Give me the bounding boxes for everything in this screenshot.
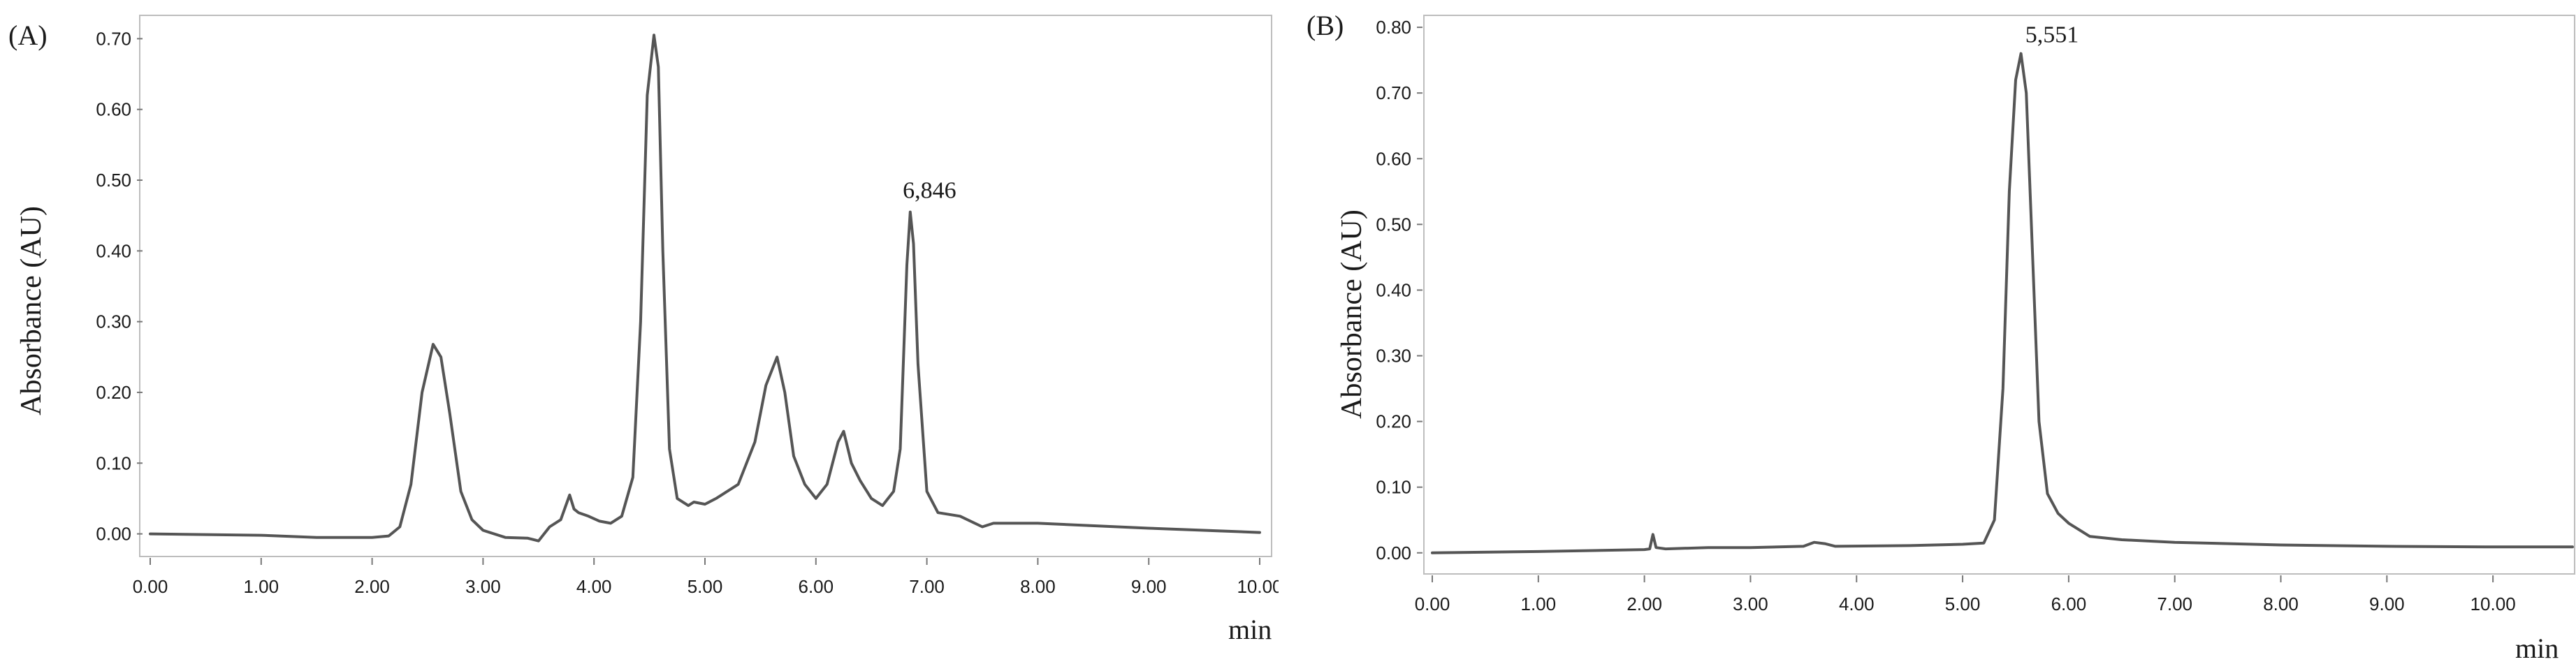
x-tick-label-a-5: 5.00: [687, 576, 723, 597]
x-tick-label-b-2: 2.00: [1627, 593, 1662, 614]
x-tick-label-b-5: 5.00: [1945, 593, 1981, 614]
x-tick-label-a-9: 9.00: [1131, 576, 1167, 597]
x-tick-label-b-0: 0.00: [1415, 593, 1450, 614]
y-tick-label-b-4: 0.40: [1376, 279, 1411, 300]
y-tick-label-a-0: 0.00: [96, 524, 131, 545]
x-ticks-a: 0.00 1.00 2.00 3.00 4.00 5.00 6.00 7.00 8.00 9.00…: [133, 558, 1279, 597]
x-tick-label-a-4: 4.00: [576, 576, 612, 597]
x-axis-label-b: min: [2515, 633, 2559, 664]
x-tick-label-a-10: 10.00: [1237, 576, 1279, 597]
y-tick-label-a-4: 0.40: [96, 240, 131, 261]
y-axis-label-a: Absorbance (AU): [15, 206, 48, 415]
y-tick-label-a-6: 0.60: [96, 99, 131, 120]
y-tick-label-b-7: 0.70: [1376, 82, 1411, 103]
x-tick-label-a-3: 3.00: [465, 576, 501, 597]
y-tick-label-b-0: 0.00: [1376, 543, 1411, 563]
x-axis-label-a: min: [1228, 614, 1272, 645]
y-tick-label-b-6: 0.60: [1376, 148, 1411, 169]
plot-area-b: 0.00 0.10 0.20 0.30 0.40 0.50 0.60 0.70 0.80 0.0…: [1376, 15, 2575, 614]
chromatogram-trace-a: [149, 34, 1261, 543]
y-axis-label-b: Absorbance (AU): [1336, 209, 1368, 419]
y-tick-label-a-7: 0.70: [96, 28, 131, 49]
x-ticks-b: 0.00 1.00 2.00 3.00 4.00 5.00 6.00 7.00 8.00 9.00…: [1415, 575, 2516, 614]
x-tick-label-b-7: 7.00: [2157, 593, 2192, 614]
y-tick-label-a-3: 0.30: [96, 311, 131, 332]
chart-panel-a: (A) Absorbance (AU) 0.00 0.10 0.20 0.30 0.40…: [8, 15, 1279, 645]
annotations-b: 5,551: [2025, 22, 2079, 48]
chromatogram-trace-b: [1431, 52, 2574, 554]
x-tick-label-b-3: 3.00: [1733, 593, 1768, 614]
plot-area-a: 0.00 0.10 0.20 0.30 0.40 0.50 0.60 0.70 0.00 1.0…: [96, 15, 1279, 597]
x-tick-label-a-8: 8.00: [1020, 576, 1056, 597]
x-tick-label-a-7: 7.00: [909, 576, 945, 597]
y-tick-label-a-2: 0.20: [96, 382, 131, 403]
x-tick-label-b-10: 10.00: [2471, 593, 2516, 614]
x-tick-label-b-1: 1.00: [1521, 593, 1557, 614]
y-ticks-a: 0.00 0.10 0.20 0.30 0.40 0.50 0.60 0.70: [96, 28, 143, 545]
plot-frame-a: [139, 15, 1272, 557]
panel-label-b: (B): [1307, 10, 1344, 41]
y-ticks-b: 0.00 0.10 0.20 0.30 0.40 0.50 0.60 0.70 0.80: [1376, 17, 1422, 563]
x-tick-label-b-6: 6.00: [2051, 593, 2087, 614]
x-tick-label-a-0: 0.00: [133, 576, 168, 597]
peak-annotation-a-0: 6,846: [903, 178, 956, 204]
peak-annotation-b-0: 5,551: [2025, 22, 2079, 48]
annotations-a: 6,846: [903, 178, 956, 204]
y-tick-label-b-8: 0.80: [1376, 17, 1411, 38]
y-tick-label-a-1: 0.10: [96, 452, 131, 473]
x-tick-label-b-4: 4.00: [1839, 593, 1875, 614]
panel-label-a: (A): [8, 20, 48, 51]
y-tick-label-b-1: 0.10: [1376, 477, 1411, 498]
x-tick-label-a-6: 6.00: [798, 576, 834, 597]
plot-frame-b: [1423, 15, 2575, 575]
x-tick-label-a-1: 1.00: [243, 576, 279, 597]
x-tick-label-a-2: 2.00: [354, 576, 390, 597]
y-tick-label-b-3: 0.30: [1376, 346, 1411, 367]
x-tick-label-b-8: 8.00: [2263, 593, 2299, 614]
y-tick-label-a-5: 0.50: [96, 170, 131, 191]
y-tick-label-b-5: 0.50: [1376, 214, 1411, 235]
y-tick-label-b-2: 0.20: [1376, 411, 1411, 432]
chart-panel-b: (B) Absorbance (AU) 0.00 0.10 0.20 0.30 0.40…: [1307, 10, 2575, 664]
x-tick-label-b-9: 9.00: [2369, 593, 2405, 614]
